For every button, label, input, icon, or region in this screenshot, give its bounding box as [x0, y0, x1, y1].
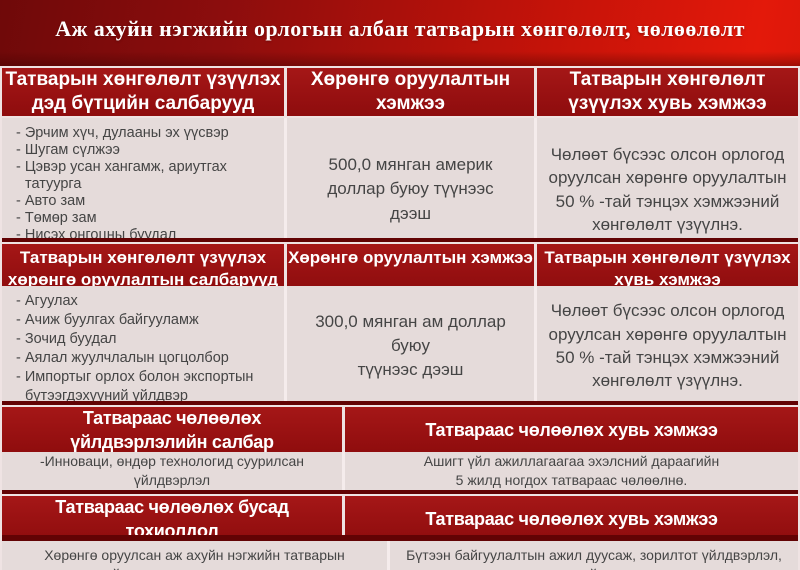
section1-header-investment-amount: Хөрөнгө оруулалтын хэмжээ [284, 68, 534, 116]
list-item: - Зочид буудал [16, 331, 117, 347]
list-item: - Цэвэр усан хангамж, ариутгах татуурга [16, 159, 227, 192]
section2-header-row: Татварын хөнгөлөлт үзүүлэх хөрөнгө оруул… [2, 242, 798, 291]
list-item: - Агуулах [16, 293, 78, 309]
section1-content-row: - Эрчим хүч, дулааны эх үүсвэр - Шугам с… [2, 118, 798, 261]
list-item: - Ачиж буулгах байгууламж [16, 312, 199, 328]
section2-content-row: - Агуулах - Ачиж буулгах байгууламж - Зо… [2, 286, 798, 406]
section-divider [2, 238, 798, 242]
section1-investment-amount: 500,0 мянган америк доллар буюу түүнээс … [284, 118, 534, 261]
list-item: - Авто зам [16, 193, 86, 209]
section1-sectors-list: - Эрчим хүч, дулааны эх үүсвэр - Шугам с… [2, 118, 284, 261]
section1-header-sectors: Татварын хөнгөлөлт үзүүлэх дэд бүтцийн с… [2, 68, 284, 116]
section4-header-row: Татвараас чөлөөлөх бусад тохиолдол Татва… [2, 494, 798, 544]
section3-exempt-description: Ашигт үйл ажиллагаагаа эхэлсний дараагий… [342, 452, 798, 490]
section1-header-incentive-rate: Татварын хөнгөлөлт үзүүлэх хувь хэмжээ [534, 68, 798, 116]
list-item: - Шугам сүлжээ [16, 142, 120, 158]
section2-header-sectors: Татварын хөнгөлөлт үзүүлэх хөрөнгө оруул… [2, 244, 284, 291]
page-title: Аж ахуйн нэгжийн орлогын албан татварын … [55, 16, 745, 41]
section4-other-case: Хөрөнгө оруулсан аж ахуйн нэгжийн татвар… [2, 541, 387, 570]
list-item: - Эрчим хүч, дулааны эх үүсвэр [16, 125, 229, 141]
section3-content-row: -Инноваци, өндөр технологид суурилсан үй… [2, 452, 798, 490]
section2-incentive-description: Чөлөөт бүсээс олсон орлогод оруулсан хөр… [534, 286, 798, 406]
section4-content-row: Хөрөнгө оруулсан аж ахуйн нэгжийн татвар… [2, 541, 798, 570]
section2-investment-amount: 300,0 мянган ам доллар буюу түүнээс дээш [284, 286, 534, 406]
list-item: - Төмөр зам [16, 210, 97, 226]
section1-header-row: Татварын хөнгөлөлт үзүүлэх дэд бүтцийн с… [2, 66, 798, 118]
tax-incentive-table: Татварын хөнгөлөлт үзүүлэх дэд бүтцийн с… [0, 66, 800, 570]
section-divider [2, 401, 798, 405]
section3-header-exempt-rate: Татвараас чөлөөлөх хувь хэмжээ [342, 407, 798, 455]
section3-exempt-sector: -Инноваци, өндөр технологид суурилсан үй… [2, 452, 342, 490]
section3-header-exempt-sector: Татвараас чөлөөлөх үйлдвэрлэлийн салбар [2, 407, 342, 455]
section2-header-investment-amount: Хөрөнгө оруулалтын хэмжээ [284, 244, 534, 291]
list-item: - Аялал жуулчлалын цогцолбор [16, 350, 229, 366]
section1-incentive-description: Чөлөөт бүсээс олсон орлогод оруулсан хөр… [534, 118, 798, 261]
title-band: Аж ахуйн нэгжийн орлогын албан татварын … [0, 0, 800, 66]
section3-header-row: Татвараас чөлөөлөх үйлдвэрлэлийн салбар … [2, 405, 798, 455]
section2-header-incentive-rate: Татварын хөнгөлөлт үзүүлэх хувь хэмжээ [534, 244, 798, 291]
section-divider [2, 535, 798, 541]
section-divider [2, 490, 798, 494]
list-item: - Импортыг орлох болон экспортын бүтээгд… [16, 369, 254, 404]
section2-sectors-list: - Агуулах - Ачиж буулгах байгууламж - Зо… [2, 286, 284, 406]
section4-exempt-description: Бүтээн байгуулалтын ажил дуусаж, зорилто… [387, 541, 798, 570]
